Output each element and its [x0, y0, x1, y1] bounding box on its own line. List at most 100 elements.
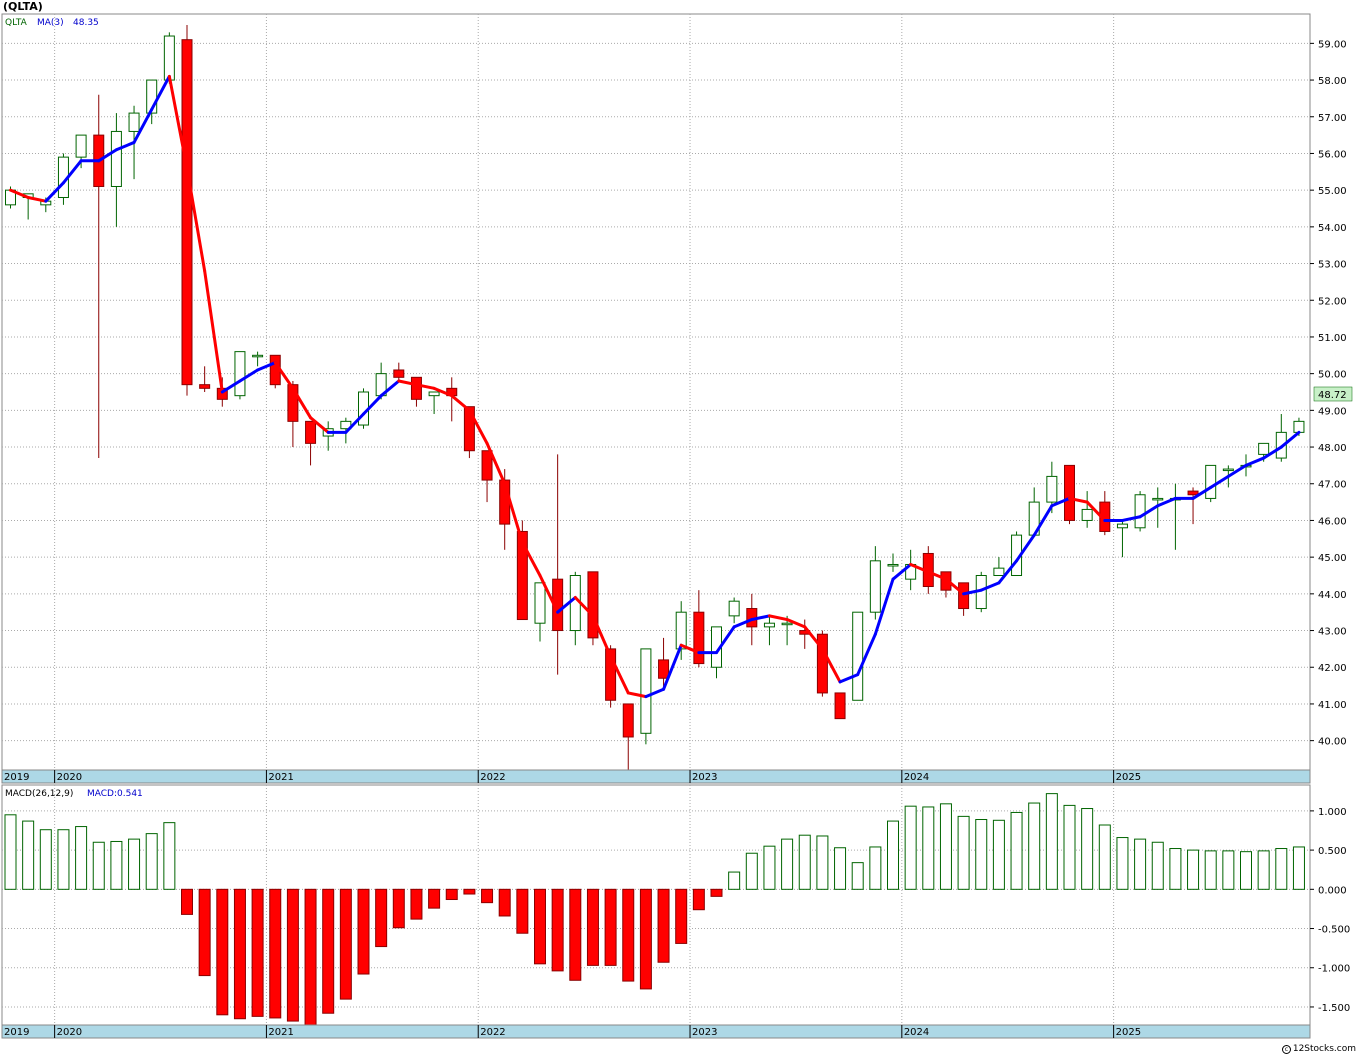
ma-segment	[556, 596, 577, 614]
ma-segment	[626, 691, 648, 699]
macd-bar-negative	[339, 888, 352, 1000]
macd-bar-positive	[763, 845, 776, 890]
candle-body-up	[1081, 508, 1093, 521]
ma-segment	[1191, 485, 1213, 500]
ma-segment	[538, 573, 560, 614]
macd-bar-negative	[463, 888, 476, 895]
ma-segment	[1015, 533, 1036, 563]
price-year-label: 2024	[904, 772, 929, 783]
macd-bar-negative	[198, 888, 211, 977]
macd-bar-negative	[375, 888, 388, 948]
macd-bar-negative	[410, 888, 423, 920]
ma-segment	[820, 647, 842, 684]
macd-bar-positive	[887, 820, 899, 890]
ma-segment	[167, 74, 189, 170]
ma-segment	[26, 195, 48, 203]
macd-bar-negative	[481, 888, 494, 904]
macd-bar-positive	[1187, 849, 1200, 890]
macd-bar-negative	[286, 888, 299, 1022]
macd-bar-negative	[498, 888, 511, 917]
price-tick-label: 49.00	[1318, 406, 1347, 417]
candle	[269, 354, 281, 389]
price-tick-label: 42.00	[1318, 663, 1347, 674]
candle-body-down	[516, 530, 528, 621]
macd-bar-positive	[1275, 848, 1288, 890]
ma-segment	[962, 588, 983, 596]
candle-body-down	[305, 420, 317, 444]
ma-segment	[414, 383, 436, 390]
last-price-tag-bg	[1313, 386, 1353, 402]
macd-bar-negative	[392, 888, 405, 929]
ma-segment	[1209, 474, 1230, 489]
price-y-axis: 40.00 41.00 42.00 43.00 44.00 45.00 46.00 47.00…	[1310, 39, 1347, 748]
macd-bar-positive	[1151, 841, 1164, 890]
ma-segment	[609, 654, 630, 695]
price-year-label: 2021	[268, 772, 293, 783]
macd-bar-positive	[1134, 838, 1147, 890]
candle-body-up	[869, 560, 881, 613]
macd-bar-negative	[269, 888, 282, 1019]
macd-bar-positive	[1222, 850, 1235, 890]
macd-bar-positive	[745, 852, 758, 890]
macd-bar-negative	[233, 888, 246, 1020]
candle	[1116, 520, 1128, 558]
candle	[410, 376, 422, 407]
macd-bar-positive	[922, 806, 935, 890]
macd-bar-positive	[1063, 804, 1076, 890]
macd-bar-negative	[586, 888, 599, 966]
candle-body-up	[728, 600, 740, 617]
candle-body-up	[128, 112, 140, 132]
ma-segment	[662, 643, 683, 691]
ma-segment	[679, 643, 701, 655]
ma-segment	[591, 614, 613, 658]
ma-segment	[132, 107, 154, 144]
candle	[1205, 464, 1217, 503]
macd-legend-value: MACD:0.541	[87, 789, 143, 799]
candle-body-down	[658, 659, 670, 679]
ma-segment	[573, 596, 595, 618]
price-tick-label: 43.00	[1318, 627, 1347, 638]
macd-bar-positive	[1028, 802, 1041, 890]
ma-segment	[203, 269, 224, 394]
credit-text: 12Stocks.com	[1292, 1044, 1356, 1054]
macd-bar-positive	[1204, 850, 1217, 890]
candle-body-up	[75, 134, 87, 158]
candle-body-down	[287, 384, 299, 422]
price-tick-label: 58.00	[1318, 76, 1347, 87]
price-tick-label: 45.00	[1318, 553, 1347, 564]
price-tick-label: 41.00	[1318, 700, 1347, 711]
price-tick-label: 59.00	[1318, 39, 1347, 50]
candle	[887, 553, 899, 572]
macd-bar-positive	[4, 814, 17, 890]
macd-bar-negative	[604, 888, 617, 966]
ma-segment	[1156, 496, 1177, 508]
ma-segment	[909, 562, 930, 574]
candle	[110, 113, 122, 227]
macd-bar-positive	[869, 846, 882, 890]
candle-body-up	[1293, 420, 1305, 433]
candle-body-up	[781, 622, 793, 626]
ma-segment	[450, 394, 471, 412]
macd-bar-positive	[957, 815, 970, 890]
macd-bar-negative	[357, 888, 370, 975]
macd-year-label: 2024	[904, 1027, 929, 1038]
price-tick-label: 44.00	[1318, 590, 1347, 601]
ma-segment	[944, 577, 966, 596]
macd-time-axis-band	[1, 1024, 1311, 1039]
macd-bar-positive	[904, 805, 917, 890]
macd-tick-label: 1.000	[1318, 807, 1347, 818]
price-tick-label: 48.00	[1318, 443, 1347, 454]
ma-line	[9, 74, 1301, 699]
macd-bar-negative	[304, 888, 317, 1028]
price-tick-label: 54.00	[1318, 223, 1347, 234]
candle	[1134, 491, 1146, 532]
candle	[305, 420, 317, 466]
candle-body-up	[1258, 442, 1270, 455]
ma-segment	[9, 188, 30, 199]
macd-year-label: 2020	[57, 1027, 82, 1038]
macd-bar-negative	[181, 888, 193, 915]
candle-body-up	[252, 354, 264, 358]
macd-bar-positive	[1081, 808, 1094, 890]
candle-body-down	[834, 692, 846, 720]
candle	[958, 582, 970, 616]
